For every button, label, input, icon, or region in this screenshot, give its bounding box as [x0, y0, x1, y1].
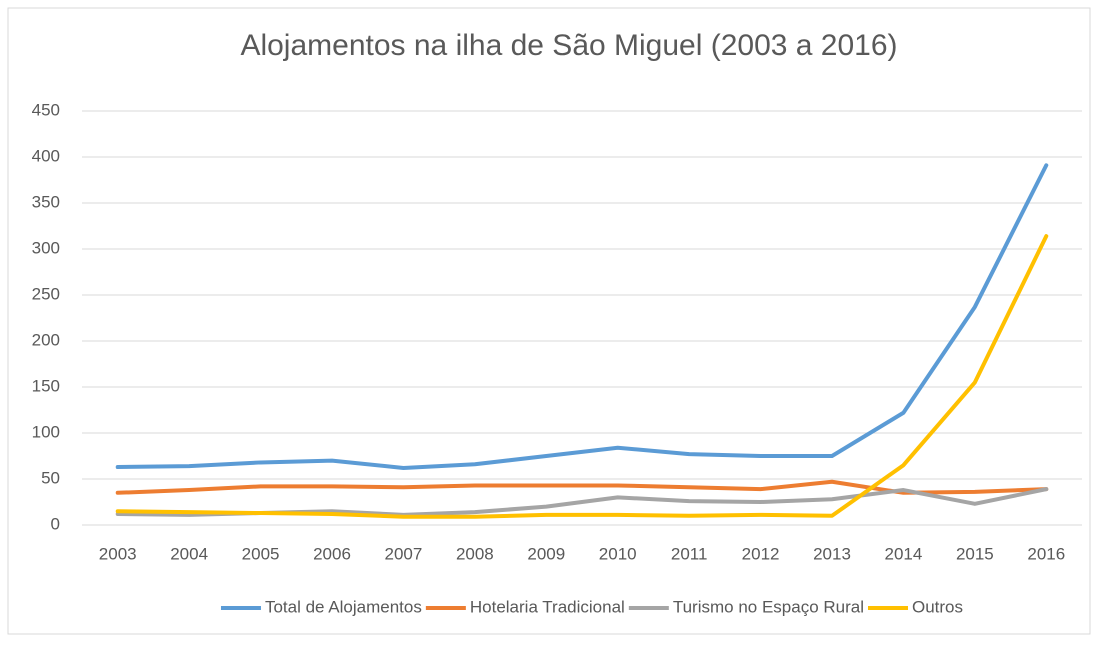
y-tick-label: 50 — [41, 468, 60, 487]
legend-label: Total de Alojamentos — [265, 597, 422, 616]
y-tick-label: 400 — [32, 146, 60, 165]
x-tick-label: 2007 — [385, 544, 423, 563]
legend-label: Hotelaria Tradicional — [470, 597, 625, 616]
x-tick-label: 2016 — [1027, 544, 1065, 563]
x-tick-label: 2013 — [813, 544, 851, 563]
x-tick-label: 2014 — [885, 544, 923, 563]
y-tick-label: 150 — [32, 376, 60, 395]
x-tick-label: 2005 — [242, 544, 280, 563]
legend-label: Outros — [912, 597, 963, 616]
x-tick-label: 2011 — [671, 544, 708, 563]
x-tick-label: 2003 — [99, 544, 137, 563]
x-tick-label: 2006 — [313, 544, 351, 563]
x-tick-label: 2012 — [742, 544, 780, 563]
chart-frame — [7, 7, 1091, 635]
y-tick-label: 450 — [32, 100, 60, 119]
y-tick-label: 200 — [32, 330, 60, 349]
y-tick-label: 350 — [32, 192, 60, 211]
x-tick-label: 2004 — [170, 544, 208, 563]
chart-title: Alojamentos na ilha de São Miguel (2003 … — [240, 29, 897, 62]
y-tick-label: 300 — [32, 238, 60, 257]
series-line — [115, 163, 1049, 470]
x-tick-label: 2010 — [599, 544, 637, 563]
series-line — [115, 234, 1049, 519]
x-tick-label: 2009 — [527, 544, 565, 563]
legend-label: Turismo no Espaço Rural — [673, 597, 864, 616]
y-tick-label: 100 — [32, 422, 60, 441]
x-tick-label: 2015 — [956, 544, 994, 563]
y-tick-label: 0 — [51, 514, 60, 533]
x-tick-label: 2008 — [456, 544, 494, 563]
y-tick-label: 250 — [32, 284, 60, 303]
